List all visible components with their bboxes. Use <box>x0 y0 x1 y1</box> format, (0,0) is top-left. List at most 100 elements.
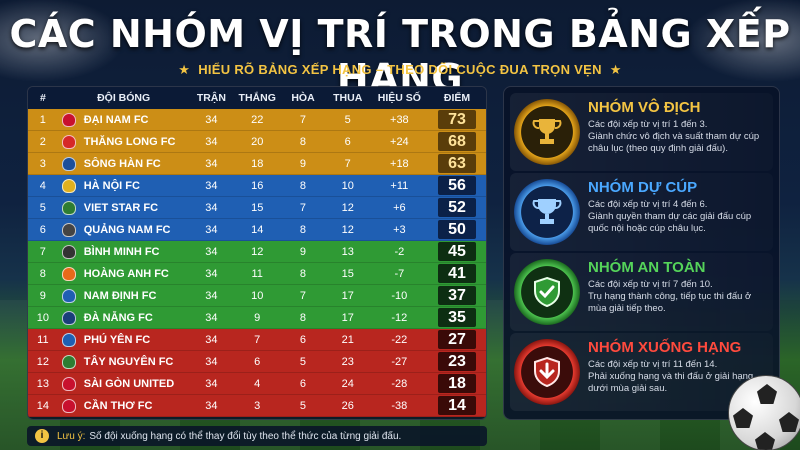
cell-points: 23 <box>428 350 486 374</box>
cell-played: 34 <box>189 109 234 132</box>
cell-won: 18 <box>233 152 282 176</box>
team-badge-icon <box>61 156 76 171</box>
points-value: 37 <box>438 286 477 306</box>
points-value: 27 <box>438 330 477 350</box>
cell-played: 34 <box>189 218 234 242</box>
cup-icon <box>514 179 580 245</box>
team-name: SÀI GÒN UNITED <box>83 377 175 390</box>
cell-won: 4 <box>233 372 282 396</box>
cell-goal-difference: +18 <box>370 152 429 176</box>
points-value: 56 <box>438 176 477 196</box>
table-row: 2 THĂNG LONG FC 34 20 8 6 +24 68 <box>28 130 486 154</box>
team-name: THĂNG LONG FC <box>83 135 176 148</box>
subtitle-text: HIỂU RÕ BẢNG XẾP HẠNG – THEO DÕI CUỘC ĐU… <box>198 62 602 77</box>
table-row: 9 NAM ĐỊNH FC 34 10 7 17 -10 37 <box>28 284 486 308</box>
header-team: ĐỘI BÓNG <box>57 87 190 109</box>
cell-drawn: 8 <box>281 306 325 330</box>
team-badge-icon <box>61 310 76 325</box>
cell-goal-difference: -7 <box>370 262 429 286</box>
cell-won: 11 <box>233 262 282 286</box>
cell-team: NAM ĐỊNH FC <box>57 284 190 308</box>
cell-rank: 12 <box>28 350 58 374</box>
cell-lost: 12 <box>324 196 371 220</box>
team-name: PHÚ YÊN FC <box>83 333 151 346</box>
cell-points: 56 <box>428 174 486 198</box>
cell-team: QUẢNG NAM FC <box>57 218 190 242</box>
table-row: 12 TÂY NGUYÊN FC 34 6 5 23 -27 23 <box>28 350 486 374</box>
cell-goal-difference: -12 <box>370 306 429 330</box>
cell-team: PHÚ YÊN FC <box>57 328 190 352</box>
cell-points: 68 <box>428 130 486 154</box>
points-value: 63 <box>438 154 477 174</box>
cell-goal-difference: -2 <box>370 240 429 264</box>
star-icon: ★ <box>178 62 191 77</box>
cell-drawn: 8 <box>281 174 325 198</box>
shield-arrow-down-icon <box>514 339 580 405</box>
cell-team: ĐÀ NẴNG FC <box>57 306 190 330</box>
cell-won: 22 <box>233 109 282 132</box>
cell-points: 45 <box>428 240 486 264</box>
team-name: QUẢNG NAM FC <box>83 223 171 236</box>
table-row: 4 HÀ NỘI FC 34 16 8 10 +11 56 <box>28 174 486 198</box>
cell-team: TÂY NGUYÊN FC <box>57 350 190 374</box>
cell-goal-difference: -22 <box>370 328 429 352</box>
points-value: 50 <box>438 220 477 240</box>
cell-lost: 17 <box>324 284 371 308</box>
cell-won: 20 <box>233 130 282 154</box>
team-badge-icon <box>61 244 76 259</box>
cell-points: 27 <box>428 328 486 352</box>
cell-team: BÌNH MINH FC <box>57 240 190 264</box>
points-value: 23 <box>438 352 477 372</box>
points-value: 73 <box>438 110 477 130</box>
team-badge-icon <box>61 354 76 369</box>
cell-played: 34 <box>189 196 234 220</box>
cell-drawn: 8 <box>281 262 325 286</box>
points-value: 14 <box>438 396 477 416</box>
table-header-row: # ĐỘI BÓNG TRẬN THẮNG HÒA THUA HIỆU SỐ Đ… <box>28 87 486 109</box>
team-name: TÂY NGUYÊN FC <box>83 355 174 368</box>
group-range: Các đội xếp từ vị trí 7 đến 10. <box>588 279 713 290</box>
cell-goal-difference: +38 <box>370 109 429 132</box>
footnote-text: Số đội xuống hạng có thể thay đổi tùy th… <box>89 430 402 442</box>
page-subtitle: ★ HIỂU RÕ BẢNG XẾP HẠNG – THEO DÕI CUỘC Đ… <box>0 62 800 78</box>
cell-lost: 6 <box>324 130 371 154</box>
cell-lost: 21 <box>324 328 371 352</box>
cell-drawn: 7 <box>281 284 325 308</box>
cell-rank: 13 <box>28 372 58 396</box>
cell-lost: 24 <box>324 372 371 396</box>
group-description: Phải xuống hạng và thi đấu ở giải hạng d… <box>588 370 754 394</box>
team-badge-icon <box>61 288 76 303</box>
points-value: 68 <box>438 132 477 152</box>
cell-rank: 7 <box>28 240 58 264</box>
points-value: 45 <box>438 242 477 262</box>
cell-drawn: 6 <box>281 372 325 396</box>
cell-lost: 7 <box>324 152 371 176</box>
page-title: CÁC NHÓM VỊ TRÍ TRONG BẢNG XẾP HẠNG <box>9 12 791 100</box>
cell-played: 34 <box>189 306 234 330</box>
table-row: 14 CẦN THƠ FC 34 3 5 26 -38 14 <box>28 394 486 418</box>
cell-played: 34 <box>189 394 234 418</box>
points-value: 18 <box>438 374 477 394</box>
team-badge-icon <box>61 222 76 237</box>
header-played: TRẬN <box>189 87 234 109</box>
cell-won: 10 <box>233 284 282 308</box>
cell-points: 73 <box>428 109 486 132</box>
cell-points: 37 <box>428 284 486 308</box>
cell-points: 18 <box>428 372 486 396</box>
cell-drawn: 6 <box>281 328 325 352</box>
cell-drawn: 7 <box>281 109 325 132</box>
cell-team: HOÀNG ANH FC <box>57 262 190 286</box>
table-row: 6 QUẢNG NAM FC 34 14 8 12 +3 50 <box>28 218 486 242</box>
cell-played: 34 <box>189 262 234 286</box>
cell-team: SÔNG HÀN FC <box>57 152 190 176</box>
cell-played: 34 <box>189 284 234 308</box>
cell-lost: 15 <box>324 262 371 286</box>
team-badge-icon <box>61 266 76 281</box>
cell-goal-difference: -10 <box>370 284 429 308</box>
header-lost: THUA <box>324 87 371 109</box>
cell-played: 34 <box>189 350 234 374</box>
header-won: THẮNG <box>233 87 282 109</box>
points-value: 41 <box>438 264 477 284</box>
cell-rank: 5 <box>28 196 58 220</box>
group-title: NHÓM DỰ CÚP <box>588 179 698 196</box>
